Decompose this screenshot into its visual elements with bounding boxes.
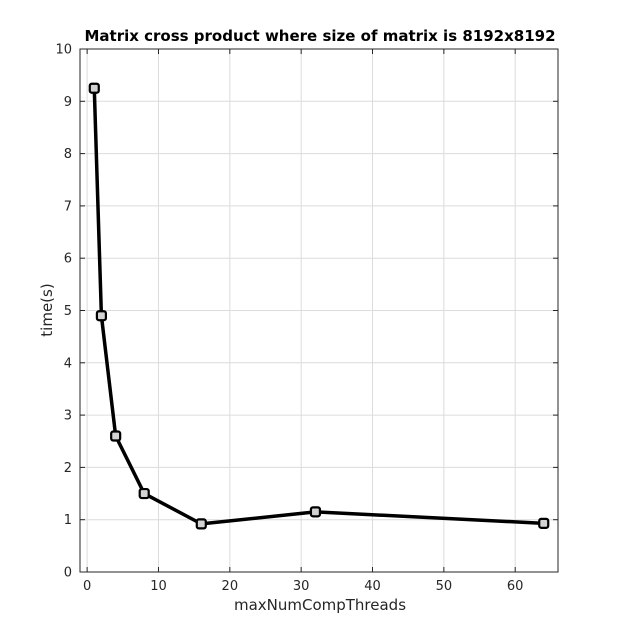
x-axis-label: maxNumCompThreads (234, 596, 406, 614)
x-tick-label: 60 (507, 579, 524, 594)
x-tick-label: 10 (150, 579, 167, 594)
y-tick-label: 10 (55, 43, 72, 58)
data-point (138, 487, 150, 500)
data-point (88, 82, 100, 94)
axes (79, 48, 559, 573)
data-point (538, 517, 550, 529)
x-tick-label: 40 (364, 579, 381, 594)
x-tick-label: 50 (436, 579, 453, 594)
y-tick-label: 8 (64, 147, 72, 162)
series (88, 82, 550, 530)
x-tick-labels: 0 10 20 30 40 50 60 (83, 579, 523, 594)
y-tick-label: 7 (64, 199, 72, 214)
x-tick-label: 30 (293, 579, 310, 594)
y-tick-label: 3 (64, 409, 72, 424)
x-tick-label: 0 (83, 579, 91, 594)
y-tick-labels: 0 1 2 3 4 5 6 7 8 9 10 (55, 43, 72, 581)
y-tick-label: 2 (64, 461, 72, 476)
chart-title: Matrix cross product where size of matri… (84, 27, 555, 45)
y-axis-label: time(s) (38, 283, 56, 336)
x-tick-label: 20 (222, 579, 239, 594)
data-point (195, 518, 207, 530)
y-tick-label: 9 (64, 95, 72, 110)
data-point (110, 430, 122, 442)
data-point (95, 310, 108, 322)
y-tick-label: 5 (64, 304, 72, 319)
data-point (309, 506, 322, 518)
y-tick-label: 1 (64, 513, 72, 528)
y-tick-label: 0 (64, 566, 72, 581)
y-tick-label: 4 (64, 356, 72, 371)
y-tick-label: 6 (64, 252, 72, 267)
